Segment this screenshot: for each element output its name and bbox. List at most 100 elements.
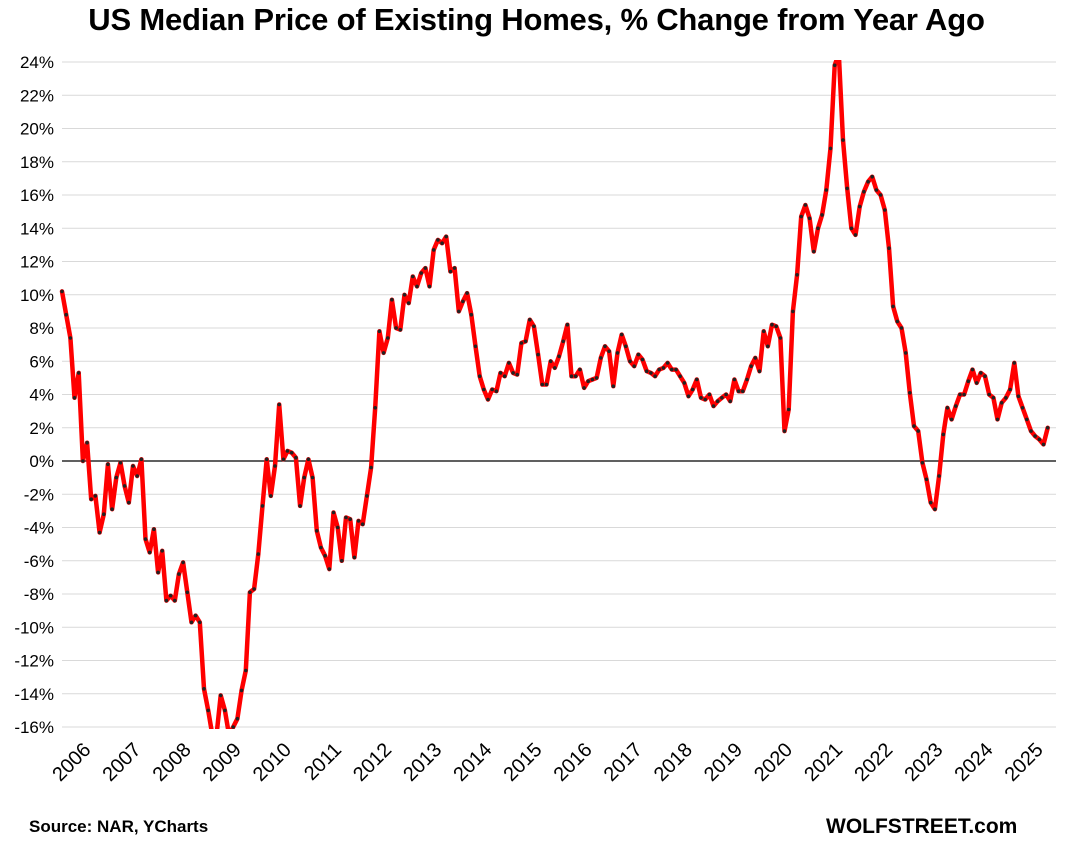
data-point (519, 341, 524, 345)
data-point (76, 371, 81, 375)
data-point (557, 354, 561, 359)
data-point (1012, 361, 1017, 365)
data-point (89, 497, 93, 502)
y-tick-label: 10% (20, 286, 54, 305)
data-point (85, 440, 89, 445)
data-point (373, 406, 378, 410)
data-point (323, 554, 327, 558)
data-point (173, 598, 177, 603)
y-tick-label: -14% (14, 685, 54, 704)
data-point (674, 367, 678, 372)
data-point (866, 179, 870, 184)
data-point (369, 465, 373, 470)
data-point (540, 382, 545, 387)
x-tick-label: 2023 (900, 739, 947, 786)
data-point (979, 371, 983, 375)
y-tick-label: -6% (24, 552, 54, 571)
data-point (728, 399, 732, 404)
y-tick-label: 16% (20, 186, 54, 205)
data-point (335, 525, 340, 530)
x-tick-label: 2015 (499, 739, 546, 786)
data-point (97, 530, 102, 535)
gridlines (62, 61, 1056, 728)
data-point (118, 460, 123, 465)
data-point (444, 234, 449, 239)
data-point (469, 312, 474, 317)
data-point (1025, 417, 1029, 422)
data-point (498, 371, 503, 375)
data-point (732, 377, 737, 382)
data-point (837, 52, 841, 56)
data-point (966, 379, 971, 384)
data-point (816, 226, 820, 231)
data-point (720, 396, 724, 400)
data-point (1037, 437, 1042, 442)
data-point (874, 188, 879, 192)
data-point (695, 377, 699, 382)
data-point (590, 377, 595, 382)
x-tick-label: 2009 (199, 739, 246, 786)
data-point (640, 357, 645, 362)
y-tick-label: -8% (24, 585, 54, 604)
data-point (887, 246, 891, 250)
data-point (757, 369, 762, 374)
brand-watermark: WOLFSTREET.com (826, 815, 1018, 838)
y-tick-label: -16% (14, 718, 54, 737)
data-point (482, 387, 486, 392)
y-tick-label: 22% (20, 86, 54, 105)
x-tick-label: 2013 (399, 739, 446, 786)
data-point (515, 372, 519, 377)
data-point (891, 304, 895, 309)
data-point (377, 329, 382, 334)
data-point (536, 352, 540, 357)
data-point (665, 361, 670, 365)
data-point (824, 188, 829, 192)
data-point (711, 404, 716, 408)
y-tick-label: 6% (29, 352, 54, 371)
data-point (102, 512, 106, 516)
x-tick-label: 2021 (800, 739, 847, 786)
data-point (561, 339, 565, 344)
data-point (670, 367, 674, 372)
data-point (93, 494, 98, 498)
data-point (745, 377, 749, 382)
data-point (578, 367, 582, 372)
y-tick-label: 18% (20, 153, 54, 172)
x-tick-label: 2018 (650, 739, 697, 786)
y-tick-label: -4% (24, 519, 54, 538)
data-point (770, 322, 774, 327)
data-point (477, 374, 482, 379)
data-point (160, 549, 164, 553)
data-point (607, 349, 611, 354)
data-point (394, 326, 398, 330)
data-point (920, 460, 925, 465)
data-point (895, 319, 900, 324)
data-point (1033, 434, 1037, 438)
x-tick-label: 2019 (700, 739, 747, 786)
data-point (164, 598, 169, 603)
data-point (277, 402, 282, 407)
data-point (761, 329, 766, 334)
data-point (239, 688, 244, 693)
data-point (749, 364, 753, 369)
data-point (465, 291, 469, 295)
data-point (473, 344, 478, 349)
data-point (870, 174, 874, 179)
data-point (699, 396, 703, 400)
data-point (494, 389, 499, 394)
data-point (586, 379, 590, 384)
data-point (999, 401, 1004, 405)
data-point (235, 716, 240, 721)
data-point (987, 392, 991, 397)
data-point (244, 668, 248, 673)
data-point (457, 309, 461, 314)
data-point (782, 429, 787, 433)
data-point (624, 344, 628, 349)
chart-title: US Median Price of Existing Homes, % Cha… (88, 2, 985, 37)
y-tick-label: 8% (29, 319, 54, 338)
data-point (548, 359, 553, 364)
data-point (899, 326, 904, 330)
data-point (352, 555, 357, 560)
data-point (862, 189, 866, 194)
data-point (114, 475, 119, 480)
